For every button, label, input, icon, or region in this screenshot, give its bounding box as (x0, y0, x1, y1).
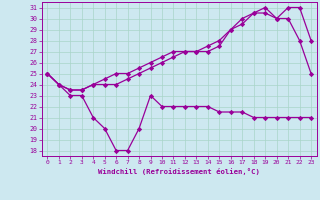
X-axis label: Windchill (Refroidissement éolien,°C): Windchill (Refroidissement éolien,°C) (98, 168, 260, 175)
